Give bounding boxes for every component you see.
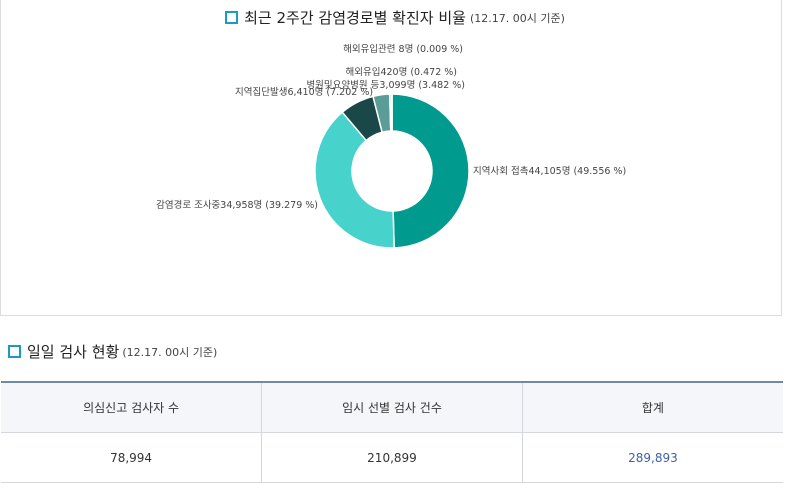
test-section-title-text: 일일 검사 현황 <box>27 343 119 361</box>
slice-label-overseas-related: 해외유입관련 8명 (0.009 %) <box>343 43 463 55</box>
square-bullet-icon <box>8 345 21 358</box>
slice-community-contact[interactable] <box>392 94 469 248</box>
suspected-tests-value: 78,994 <box>1 433 262 483</box>
slice-label-under-investigation: 감염경로 조사중34,958명 (39.279 %) <box>156 199 318 211</box>
header-suspected-tests: 의심신고 검사자 수 <box>1 382 262 433</box>
test-section-title: 일일 검사 현황(12.17. 00시 기준) <box>8 341 217 362</box>
daily-test-table: 의심신고 검사자 수 임시 선별 검사 건수 합계 78,994 210,899… <box>1 381 783 483</box>
test-section-date: (12.17. 00시 기준) <box>122 346 217 359</box>
header-temporary-screening: 임시 선별 검사 건수 <box>262 382 523 433</box>
table-row: 78,994 210,899 289,893 <box>1 433 783 483</box>
total-value: 289,893 <box>522 433 783 483</box>
temporary-screening-value: 210,899 <box>262 433 523 483</box>
slice-label-community-contact: 지역사회 접촉44,105명 (49.556 %) <box>473 165 626 177</box>
slice-label-hospital-care: 병원및요양병원 등3,099명 (3.482 %) <box>306 79 465 91</box>
table-header-row: 의심신고 검사자 수 임시 선별 검사 건수 합계 <box>1 382 783 433</box>
chart-panel: 최근 2주간 감염경로별 확진자 비율(12.17. 00시 기준) 지역사회 … <box>0 0 782 316</box>
header-total: 합계 <box>522 382 783 433</box>
slice-label-overseas-inflow: 해외유입420명 (0.472 %) <box>345 66 457 78</box>
donut-chart: 지역사회 접촉44,105명 (49.556 %) 감염경로 조사중34,958명… <box>1 0 783 316</box>
